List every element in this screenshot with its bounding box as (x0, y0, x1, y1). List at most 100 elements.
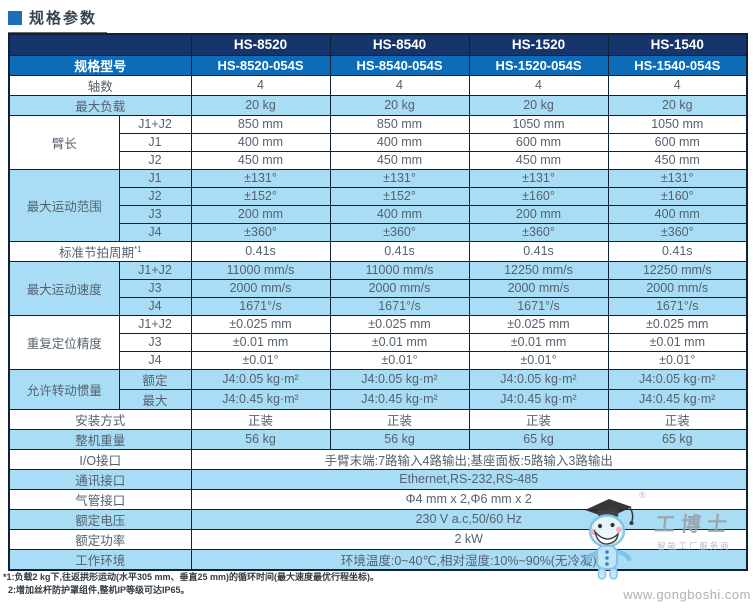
spec-value: 1050 mm (607, 114, 748, 134)
spec-value: 65 kg (468, 428, 609, 450)
spec-value: 200 mm (468, 204, 609, 224)
spec-value: J4:0.05 kg·m² (190, 368, 331, 390)
row-label: 允许转动惯量 (8, 368, 120, 410)
footnotes: *1:负载2 kg下,往返拱形运动(水平305 mm、垂直25 mm)的循环时间… (3, 571, 623, 597)
sub-label: J1+J2 (118, 314, 192, 334)
spec-value: ±152° (329, 186, 470, 206)
table-row: 最大 J4:0.45 kg·m² J4:0.45 kg·m² J4:0.45 kg·m… (9, 388, 748, 410)
spec-value: ±0.01 mm (190, 332, 331, 352)
spec-value: ±0.025 mm (607, 314, 748, 334)
row-label-text: 工作环境 (75, 553, 126, 568)
row-label: 轴数 (8, 74, 192, 96)
sub-label: J2 (118, 186, 192, 206)
spec-value: ±160° (607, 186, 748, 206)
spec-value: 400 mm (329, 132, 470, 152)
spec-value: 1671°/s (329, 296, 470, 316)
spec-value: 20 kg (190, 94, 331, 116)
registered-trademark-icon: ® (639, 490, 646, 500)
footnote-ref: *1 (133, 244, 142, 254)
row-label-text: I/O接口 (79, 453, 122, 468)
spec-value: ±0.01 mm (468, 332, 609, 352)
row-label: 额定功率 (8, 528, 192, 550)
row-label: 臂长 (8, 114, 120, 170)
table-row: 安装方式 正装 正装 正装 正装 (8, 408, 748, 430)
footnote-1: *1:负载2 kg下,往返拱形运动(水平305 mm、垂直25 mm)的循环时间… (3, 572, 380, 582)
sub-label: J1 (118, 132, 192, 152)
spec-value: ±0.025 mm (329, 314, 470, 334)
spec-value: 2000 mm/s (468, 278, 609, 298)
spec-value: ±0.01 mm (607, 332, 748, 352)
sub-label: J3 (118, 278, 192, 298)
spec-value: ±131° (607, 168, 748, 188)
table-row: 最大负载 20 kg 20 kg 20 kg 20 kg (8, 94, 748, 116)
spec-value: ±0.01° (607, 350, 748, 370)
spec-value: 正装 (607, 408, 748, 430)
row-label-text: 安装方式 (75, 413, 126, 428)
table-row: 臂长 J1+J2 850 mm 850 mm 1050 mm 1050 mm (8, 114, 748, 170)
spec-value: J4:0.45 kg·m² (607, 388, 748, 410)
spec-value: 11000 mm/s (190, 260, 331, 280)
row-label: 安装方式 (8, 408, 192, 430)
spec-value: 4 (329, 74, 470, 96)
row-label: 最大运动速度 (8, 260, 120, 316)
spec-value: 20 kg (329, 94, 470, 116)
sub-label: J2 (118, 150, 192, 170)
spec-model-cell: HS-8540-054S (329, 54, 470, 76)
spec-value: 1671°/s (468, 296, 609, 316)
corner-cell (8, 33, 192, 56)
row-label-text: 整机重量 (75, 433, 126, 448)
spec-value: J4:0.05 kg·m² (468, 368, 609, 390)
model-header-row: HS-8520 HS-8540 HS-1520 HS-1540 (8, 33, 748, 56)
table-row: J3 200 mm 400 mm 200 mm 400 mm (9, 204, 748, 224)
brand-tagline: 智能工厂服务商 (657, 541, 731, 551)
spec-value: Ethernet,RS-232,RS-485 (190, 468, 748, 490)
row-label: 标准节拍周期*1 (8, 240, 192, 262)
spec-value: 4 (190, 74, 331, 96)
sub-label: J1 (118, 168, 192, 188)
spec-value: ±160° (468, 186, 609, 206)
spec-value: 12250 mm/s (468, 260, 609, 280)
spec-value: ±0.01° (329, 350, 470, 370)
table-row: J2 ±152° ±152° ±160° ±160° (9, 186, 748, 206)
table-row: 轴数 4 4 4 4 (8, 74, 748, 96)
spec-value: 850 mm (329, 114, 470, 134)
spec-model-cell: HS-1540-054S (607, 54, 748, 76)
spec-value: J4:0.45 kg·m² (468, 388, 609, 410)
row-label: 最大运动范围 (8, 168, 120, 242)
spec-value: 0.41s (190, 240, 331, 262)
spec-value: 2000 mm/s (190, 278, 331, 298)
spec-value: ±360° (607, 222, 748, 242)
model-header-cell: HS-1540 (607, 33, 748, 56)
row-label-text: 标准节拍周期 (58, 245, 134, 260)
spec-model-row: 规格型号 HS-8520-054S HS-8540-054S HS-1520-0… (8, 54, 748, 76)
spec-value: 450 mm (329, 150, 470, 170)
table-row: J4 1671°/s 1671°/s 1671°/s 1671°/s (9, 296, 748, 316)
row-label: 重复定位精度 (8, 314, 120, 370)
spec-value: 600 mm (468, 132, 609, 152)
spec-value: ±360° (329, 222, 470, 242)
spec-value: ±0.025 mm (190, 314, 331, 334)
table-row: 最大运动范围 J1 ±131° ±131° ±131° ±131° (8, 168, 748, 242)
spec-value: 20 kg (607, 94, 748, 116)
spec-value: ±0.01° (190, 350, 331, 370)
model-header-cell: HS-8540 (329, 33, 470, 56)
row-label: 整机重量 (8, 428, 192, 450)
spec-value: 手臂末端:7路输入4路输出;基座面板:5路输入3路输出 (190, 448, 748, 470)
spec-value: 450 mm (190, 150, 331, 170)
spec-value: 正装 (329, 408, 470, 430)
spec-value: ±0.01 mm (329, 332, 470, 352)
table-row: I/O接口 手臂末端:7路输入4路输出;基座面板:5路输入3路输出 (8, 448, 748, 470)
table-row: J2 450 mm 450 mm 450 mm 450 mm (9, 150, 748, 170)
spec-value: 2000 mm/s (607, 278, 748, 298)
row-label-text: 轴数 (87, 79, 113, 94)
title-bullet-square (8, 10, 22, 25)
spec-value: ±0.01° (468, 350, 609, 370)
brand-text: 工博士 (653, 514, 734, 536)
table-row: J1 400 mm 400 mm 600 mm 600 mm (9, 132, 748, 152)
spec-value: J4:0.45 kg·m² (190, 388, 331, 410)
spec-value: J4:0.05 kg·m² (329, 368, 470, 390)
table-row: 通讯接口 Ethernet,RS-232,RS-485 (8, 468, 748, 490)
row-label-text: 通讯接口 (75, 473, 126, 488)
spec-value: 0.41s (329, 240, 470, 262)
spec-value: 2000 mm/s (329, 278, 470, 298)
